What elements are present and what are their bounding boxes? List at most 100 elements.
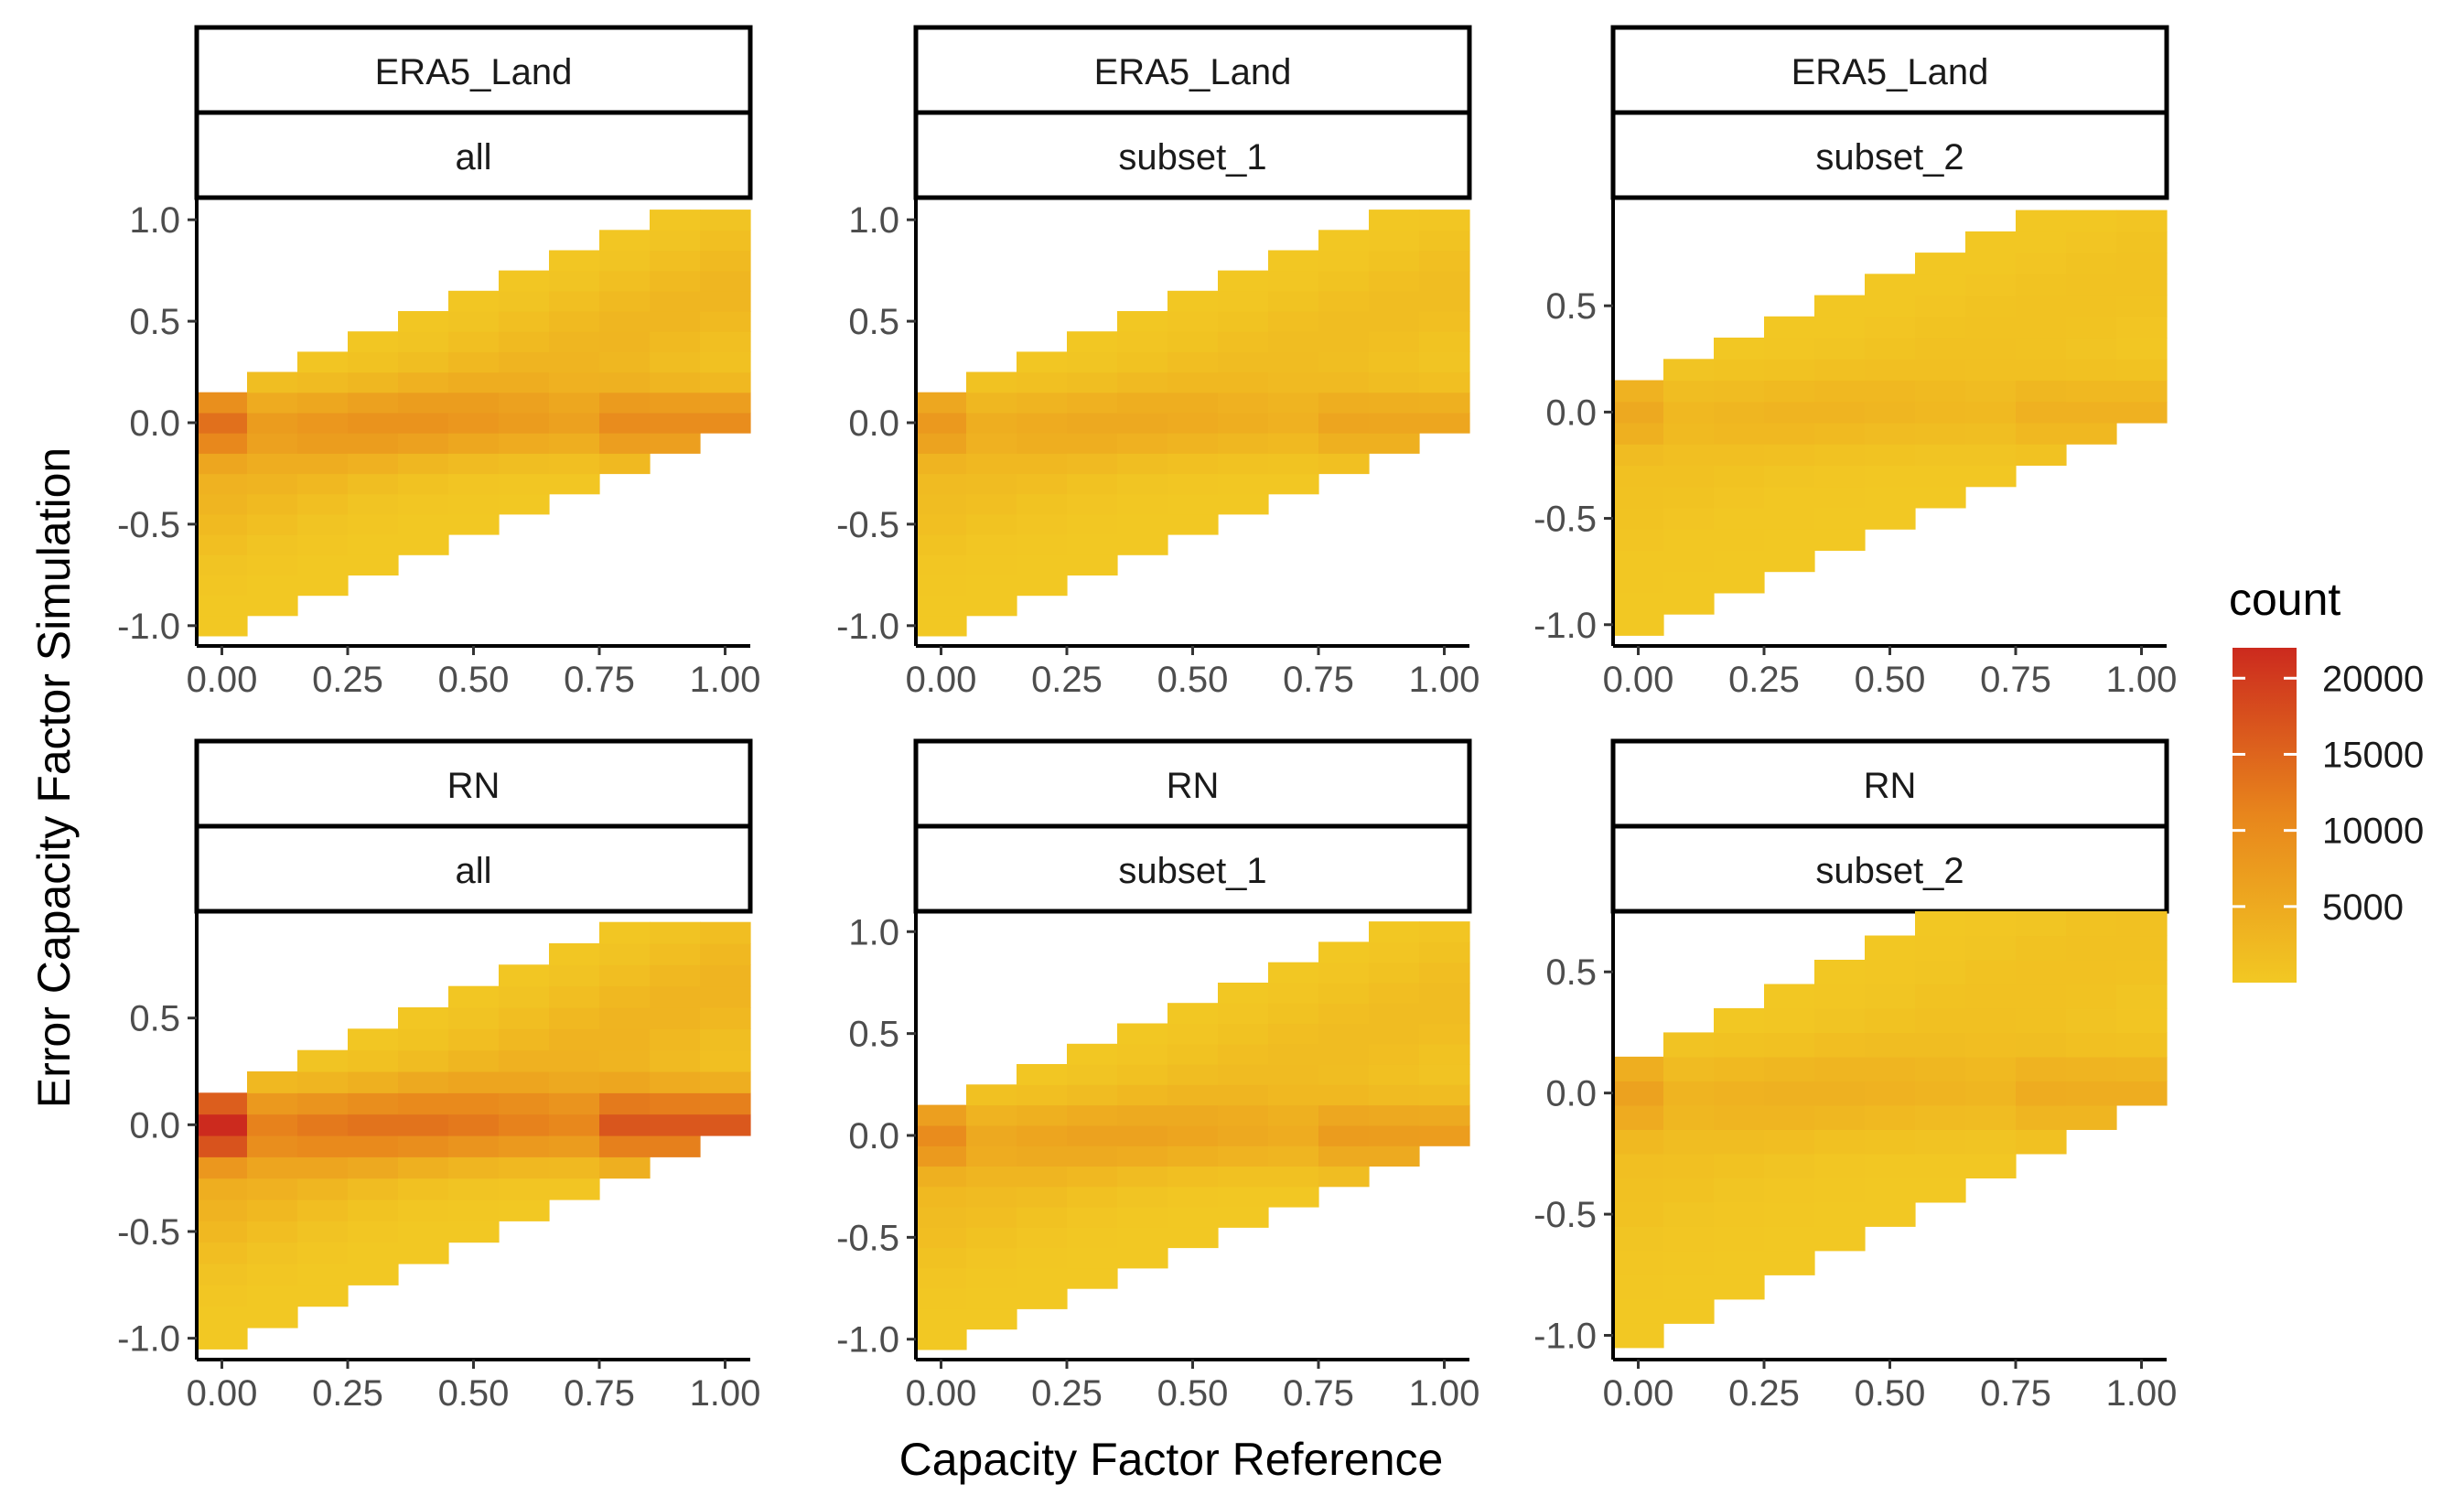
- heatmap-tile: [398, 433, 449, 454]
- heatmap-tile: [1663, 1275, 1715, 1300]
- heatmap-tile: [916, 493, 967, 515]
- heatmap-tile: [1965, 231, 2017, 253]
- heatmap-tile: [448, 331, 500, 352]
- heatmap-tile: [1318, 962, 1370, 984]
- heatmap-tile: [1915, 359, 1966, 382]
- heatmap-tile: [348, 1135, 399, 1157]
- heatmap-tile: [2016, 210, 2067, 232]
- heatmap-tile: [297, 473, 349, 495]
- heatmap-tile: [297, 1285, 349, 1307]
- heatmap-tile: [348, 1178, 399, 1200]
- heatmap-tile: [2016, 380, 2067, 403]
- legend-tick-label: 5000: [2322, 887, 2404, 928]
- heatmap-tile: [599, 1028, 651, 1051]
- heatmap-tile: [1419, 351, 1470, 373]
- heatmap-tile: [348, 1199, 399, 1221]
- heatmap-tile: [549, 1071, 600, 1093]
- heatmap-tile: [1965, 274, 2017, 296]
- heatmap-tile: [1017, 392, 1068, 414]
- heatmap-tile: [2066, 295, 2117, 317]
- heatmap-tile: [1865, 984, 1916, 1009]
- heatmap-tile: [1419, 1043, 1470, 1065]
- heatmap-tile: [1865, 295, 1916, 317]
- heatmap-tile: [1663, 1250, 1715, 1275]
- heatmap-tile: [1369, 311, 1420, 332]
- heatmap-tile: [448, 1071, 500, 1093]
- heatmap-tile: [1017, 433, 1068, 454]
- facet-label-subset: subset_1: [1118, 137, 1266, 177]
- heatmap-tile: [297, 1135, 349, 1157]
- x-tick-label: 0.50: [1855, 1373, 1926, 1414]
- legend-tick-label: 10000: [2322, 812, 2424, 852]
- heatmap-tile: [1613, 401, 1664, 424]
- heatmap-tile: [1167, 453, 1219, 475]
- heatmap-tile: [1117, 1186, 1168, 1208]
- heatmap-tile: [549, 1156, 600, 1179]
- heatmap-tile: [1167, 1023, 1219, 1045]
- heatmap-tile: [916, 534, 967, 555]
- heatmap-tile: [2016, 1104, 2067, 1130]
- heatmap-tile: [1167, 412, 1219, 434]
- heatmap-tile: [1318, 1064, 1370, 1085]
- heatmap-tile: [650, 412, 701, 434]
- x-tick-label: 0.00: [906, 660, 977, 700]
- heatmap-tile: [1318, 290, 1370, 312]
- heatmap-tile: [916, 453, 967, 475]
- facet-label-dataset: ERA5_Land: [1094, 52, 1292, 92]
- heatmap-tile: [966, 1166, 1017, 1188]
- heatmap-tile: [1814, 338, 1866, 360]
- x-tick-label: 0.00: [187, 1373, 258, 1414]
- heatmap-tile: [2116, 210, 2168, 232]
- x-tick-label: 0.50: [1157, 1373, 1229, 1414]
- heatmap-tile: [1613, 1226, 1664, 1252]
- heatmap-tile: [1814, 508, 1866, 530]
- heatmap-tile: [1865, 444, 1916, 466]
- heatmap-tile: [599, 270, 651, 292]
- heatmap-tile: [650, 371, 701, 393]
- heatmap-tile: [247, 1285, 298, 1307]
- heatmap-tile: [297, 1156, 349, 1179]
- heatmap-tile: [700, 230, 751, 252]
- heatmap-tile: [1117, 1124, 1168, 1146]
- x-tick-label: 0.75: [1980, 660, 2051, 700]
- heatmap-tile: [1017, 1064, 1068, 1085]
- heatmap-tile: [1915, 423, 1966, 445]
- heatmap-tile: [1865, 1104, 1916, 1130]
- heatmap-tile: [700, 331, 751, 352]
- heatmap-tile: [247, 1264, 298, 1285]
- heatmap-tile: [1965, 401, 2017, 424]
- facet-strip-subset: [1610, 823, 2169, 914]
- heatmap-tile: [599, 311, 651, 332]
- heatmap-tile: [599, 1007, 651, 1029]
- heatmap-tile: [2116, 359, 2168, 382]
- x-tick-label: 0.75: [1980, 1373, 2051, 1414]
- heatmap-tile: [549, 1028, 600, 1051]
- heatmap-tile: [916, 473, 967, 495]
- heatmap-tile: [1167, 351, 1219, 373]
- heatmap-tile: [1117, 412, 1168, 434]
- heatmap-tile: [966, 575, 1017, 597]
- facet-label-dataset: ERA5_Land: [1792, 52, 1989, 92]
- heatmap-tile: [549, 311, 600, 332]
- heatmap-tile: [1965, 960, 2017, 985]
- heatmap-tile: [247, 412, 298, 434]
- heatmap-tile: [1117, 513, 1168, 535]
- heatmap-tile: [1714, 1153, 1765, 1178]
- heatmap-tile: [549, 392, 600, 414]
- heatmap-tile: [916, 412, 967, 434]
- heatmap-tile: [197, 1178, 248, 1200]
- heatmap-tile: [1369, 1003, 1420, 1025]
- heatmap-tile: [1067, 534, 1118, 555]
- heatmap-tile: [1017, 351, 1068, 373]
- heatmap-tile: [398, 453, 449, 475]
- heatmap-tile: [1663, 1178, 1715, 1203]
- heatmap-tile: [1814, 444, 1866, 466]
- heatmap-tile: [1318, 392, 1370, 414]
- heatmap-tile: [1865, 1153, 1916, 1178]
- heatmap-tile: [1369, 290, 1420, 312]
- heatmap-tile: [1218, 311, 1269, 332]
- heatmap-tile: [916, 554, 967, 575]
- heatmap-tile: [916, 1124, 967, 1146]
- heatmap-tile: [1117, 1023, 1168, 1045]
- heatmap-tile: [448, 412, 500, 434]
